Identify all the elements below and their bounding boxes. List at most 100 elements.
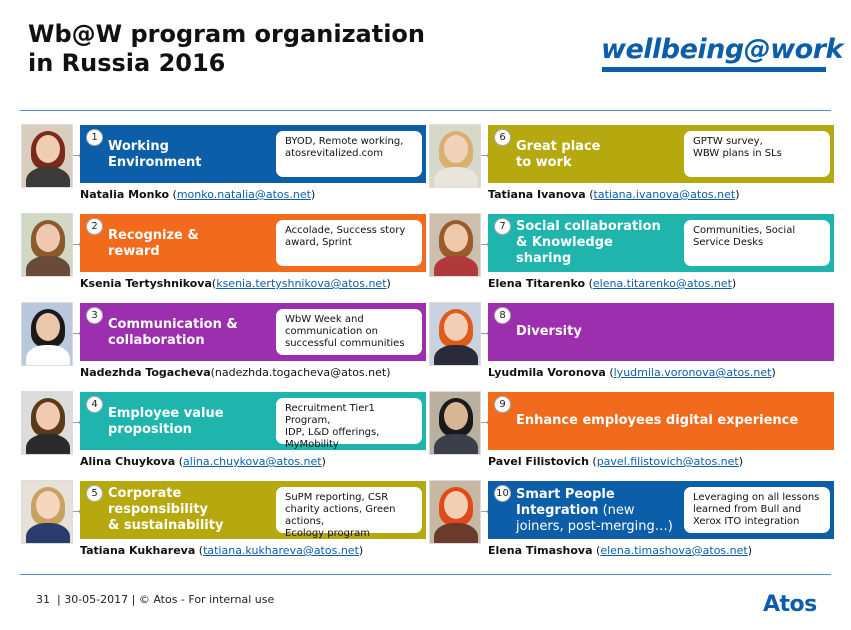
email-close: ) xyxy=(747,544,752,557)
contact-line: Alina Chuykova (alina.chuykova@atos.net) xyxy=(80,455,326,468)
footer-text: | 30-05-2017 | © Atos - For internal use xyxy=(57,593,275,606)
initiative-box: 10 Smart People Integration (new joiners,… xyxy=(488,481,834,539)
contact-email-link[interactable]: elena.titarenko@atos.net xyxy=(592,277,732,290)
email-open: ( xyxy=(211,277,217,290)
page-number: 31 xyxy=(36,593,50,606)
initiative-box: 8 Diversity xyxy=(488,303,834,361)
email-close: ) xyxy=(386,277,391,290)
initiative-box: 9 Enhance employees digital experience xyxy=(488,392,834,450)
initiative-description: SuPM reporting, CSR charity actions, Gre… xyxy=(276,487,422,539)
initiative-label-main: Diversity xyxy=(516,324,582,339)
initiative-number: 10 xyxy=(494,485,511,502)
initiative-box: 4 Employee value proposition Recruitment T… xyxy=(80,392,426,450)
header-divider xyxy=(20,110,831,111)
initiative-number: 4 xyxy=(86,396,103,413)
initiative-label: Enhance employees digital experience xyxy=(516,413,798,429)
person-photo xyxy=(429,213,481,277)
contact-email-link[interactable]: lyudmila.voronova@atos.net xyxy=(613,366,772,379)
initiative-number: 7 xyxy=(494,218,511,235)
initiative-number: 5 xyxy=(86,485,103,502)
contact-email-link[interactable]: ksenia.tertyshnikova@atos.net xyxy=(216,277,387,290)
initiative-box: 1 Working Environment BYOD, Remote working… xyxy=(80,125,426,183)
email-open: ( xyxy=(195,544,204,557)
initiative-label-main: Corporate responsibility & sustainabilit… xyxy=(108,486,224,533)
person-photo xyxy=(21,213,73,277)
initiative-label-main: Communication & collaboration xyxy=(108,317,238,348)
contact-name: Alina Chuykova xyxy=(80,455,176,468)
person-photo xyxy=(429,480,481,544)
initiative-box: 6 Great place to work GPTW survey, WBW pla… xyxy=(488,125,834,183)
contact-email-link[interactable]: monko.natalia@atos.net xyxy=(176,188,311,201)
person-photo xyxy=(21,302,73,366)
person-photo xyxy=(429,124,481,188)
email-open: ( xyxy=(605,366,614,379)
email-close: ) xyxy=(358,544,364,557)
wellbeing-at-work-logo: wellbeing@work xyxy=(601,34,843,65)
initiative-label-main: Smart People Integration xyxy=(516,487,615,518)
contact-line: Pavel Filistovich (pavel.filistovich@ato… xyxy=(488,455,743,468)
contact-line: Elena Timashova (elena.timashova@atos.ne… xyxy=(488,544,752,557)
initiative-label: Diversity xyxy=(516,324,582,340)
email-close: ) xyxy=(731,277,737,290)
email-open: ( xyxy=(585,277,593,290)
email-open: ( xyxy=(585,188,594,201)
contact-name: Nadezhda Togacheva xyxy=(80,366,211,379)
initiative-description: Communities, Social Service Desks xyxy=(684,220,830,266)
contact-name: Tatiana Kukhareva xyxy=(80,544,196,557)
initiative-label: Smart People Integration (new joiners, p… xyxy=(516,487,673,535)
contact-email-link[interactable]: tatiana.kukhareva@atos.net xyxy=(203,544,359,557)
footer-divider xyxy=(20,574,831,575)
initiative-number: 1 xyxy=(86,129,103,146)
initiative-label-main: Enhance employees digital experience xyxy=(516,413,799,428)
email-open: ( xyxy=(592,544,601,557)
initiative-label-main: Employee value proposition xyxy=(108,406,224,437)
initiative-box: 5 Corporate responsibility & sustainabili… xyxy=(80,481,426,539)
initiative-description: WbW Week and communication on successful… xyxy=(276,309,422,355)
initiative-label-sub: (new joiners, post-merging…) xyxy=(516,503,673,534)
email-open: ( xyxy=(169,188,177,201)
initiative-box: 7 Social collaboration & Knowledge sharin… xyxy=(488,214,834,272)
initiative-label-main: Working Environment xyxy=(108,139,202,170)
initiative-box: 3 Communication & collaboration WbW Week a… xyxy=(80,303,426,361)
email-open: ( xyxy=(588,455,597,468)
person-photo xyxy=(21,480,73,544)
initiative-label-main: Great place to work xyxy=(516,139,601,170)
atos-logo: Atos xyxy=(763,592,817,617)
contact-email-link[interactable]: tatiana.ivanova@atos.net xyxy=(593,188,736,201)
email-open: ( xyxy=(210,366,215,379)
initiative-label: Great place to work xyxy=(516,139,600,171)
email-close: ) xyxy=(386,366,391,379)
initiative-label-main: Recognize & reward xyxy=(108,228,199,259)
email-close: ) xyxy=(310,188,316,201)
email-close: ) xyxy=(738,455,744,468)
footer: 31 | 30-05-2017 | © Atos - For internal … xyxy=(36,593,274,606)
contact-name: Elena Titarenko xyxy=(488,277,586,290)
initiative-label-main: Social collaboration & Knowledge sharing xyxy=(516,219,661,266)
initiative-number: 6 xyxy=(494,129,511,146)
initiative-label: Communication & collaboration xyxy=(108,317,238,349)
contact-name: Lyudmila Voronova xyxy=(488,366,606,379)
email-close: ) xyxy=(771,366,776,379)
initiative-label: Recognize & reward xyxy=(108,228,199,260)
person-photo xyxy=(21,124,73,188)
contact-name: Elena Timashova xyxy=(488,544,593,557)
initiative-label: Employee value proposition xyxy=(108,406,224,438)
initiative-description: Accolade, Success story award, Sprint xyxy=(276,220,422,266)
person-photo xyxy=(429,302,481,366)
initiative-description: Recruitment Tier1 Program, IDP, L&D offe… xyxy=(276,398,422,450)
contact-name: Tatiana Ivanova xyxy=(488,188,586,201)
initiative-description: BYOD, Remote working, atosrevitalized.co… xyxy=(276,131,422,177)
initiative-number: 8 xyxy=(494,307,511,324)
contact-line: Tatiana Kukhareva (tatiana.kukhareva@ato… xyxy=(80,544,363,557)
contact-email-link[interactable]: pavel.filistovich@atos.net xyxy=(596,455,739,468)
contact-name: Ksenia Tertyshnikova xyxy=(80,277,212,290)
contact-email-link: nadezhda.togacheva@atos.net xyxy=(214,366,387,379)
contact-line: Elena Titarenko (elena.titarenko@atos.ne… xyxy=(488,277,736,290)
logo-underline xyxy=(602,67,826,72)
email-open: ( xyxy=(175,455,184,468)
contact-email-link[interactable]: elena.timashova@atos.net xyxy=(600,544,748,557)
contact-line: Tatiana Ivanova (tatiana.ivanova@atos.ne… xyxy=(488,188,740,201)
contact-email-link[interactable]: alina.chuykova@atos.net xyxy=(183,455,322,468)
initiative-label: Corporate responsibility & sustainabilit… xyxy=(108,486,223,534)
initiative-description: GPTW survey, WBW plans in SLs xyxy=(684,131,830,177)
